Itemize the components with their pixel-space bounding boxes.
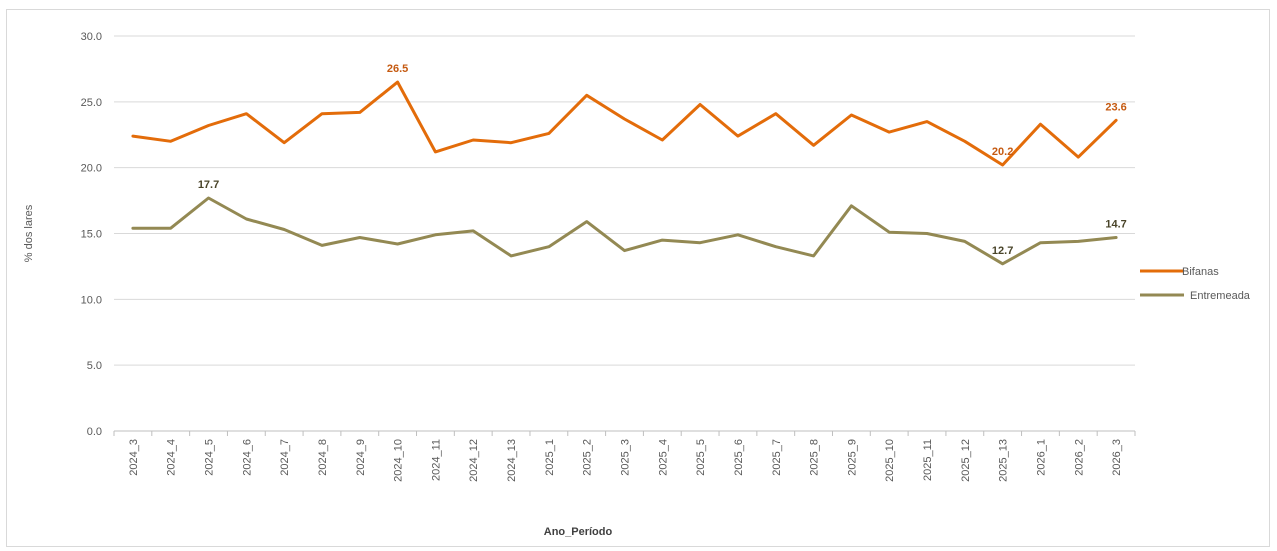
y-tick-label: 30.0 <box>81 31 102 43</box>
x-tick-label: 2025_4 <box>657 439 669 476</box>
x-tick-label: 2024_4 <box>166 439 178 476</box>
y-tick-label: 5.0 <box>87 360 102 372</box>
x-tick-label: 2025_3 <box>620 439 632 476</box>
data-label: 14.7 <box>1105 218 1126 230</box>
axes: 0.0 5.0 10.0 15.0 20.0 25.0 30.0 2024_3 2024_4 20… <box>81 31 1136 482</box>
x-tick-label: 2024_13 <box>506 439 518 482</box>
x-tick-label: 2025_8 <box>809 439 821 476</box>
x-tick-label: 2026_2 <box>1073 439 1085 476</box>
series-lines <box>131 80 1118 266</box>
legend-label-entremeada: Entremeada <box>1190 290 1251 302</box>
x-tick-label: 2025_12 <box>960 439 972 482</box>
y-tick-label: 15.0 <box>81 229 102 241</box>
y-tick-label: 0.0 <box>87 426 102 438</box>
legend-label-bifanas: Bifanas <box>1182 266 1219 278</box>
x-tick-label: 2025_7 <box>771 439 783 476</box>
data-label: 26.5 <box>387 63 408 75</box>
x-tick-label: 2025_13 <box>998 439 1010 482</box>
data-labels: 26.5 20.2 23.6 17.7 12.7 14.7 <box>198 63 1127 257</box>
data-label: 12.7 <box>992 245 1013 257</box>
x-tick-label: 2024_8 <box>317 439 329 476</box>
data-label: 20.2 <box>992 146 1013 158</box>
x-tick-label: 2025_1 <box>544 439 556 476</box>
x-tick-label: 2024_6 <box>241 439 253 476</box>
x-tick-label: 2024_11 <box>430 439 442 481</box>
x-tick-label: 2024_5 <box>204 439 216 476</box>
x-tick-label: 2024_7 <box>279 439 291 476</box>
x-tick-label: 2025_11 <box>922 439 934 481</box>
data-label: 17.7 <box>198 179 219 191</box>
y-axis-title: % dos lares <box>23 204 35 262</box>
y-tick-label: 20.0 <box>81 163 102 175</box>
chart-frame <box>6 9 1270 547</box>
gridlines <box>114 35 1135 366</box>
x-tick-label: 2024_3 <box>128 439 140 476</box>
series-line-bifanas <box>131 80 1118 167</box>
x-tick-label: 2024_12 <box>468 439 480 482</box>
y-tick-label: 25.0 <box>81 97 102 109</box>
legend: Bifanas Entremeada <box>1140 266 1251 302</box>
x-tick-label: 2025_9 <box>846 439 858 476</box>
x-tick-label: 2026_1 <box>1035 439 1047 476</box>
x-tick-label: 2024_10 <box>393 439 405 482</box>
series-line-entremeada <box>131 196 1118 266</box>
x-tick-label: 2026_3 <box>1111 439 1123 476</box>
x-tick-label: 2024_9 <box>355 439 367 476</box>
x-axis-title: Ano_Período <box>544 526 613 538</box>
x-tick-label: 2025_5 <box>695 439 707 476</box>
data-label: 23.6 <box>1105 101 1126 113</box>
x-tick-label: 2025_2 <box>582 439 594 476</box>
y-tick-label: 10.0 <box>81 294 102 306</box>
x-tick-label: 2025_10 <box>884 439 896 482</box>
x-tick-label: 2025_6 <box>733 439 745 476</box>
